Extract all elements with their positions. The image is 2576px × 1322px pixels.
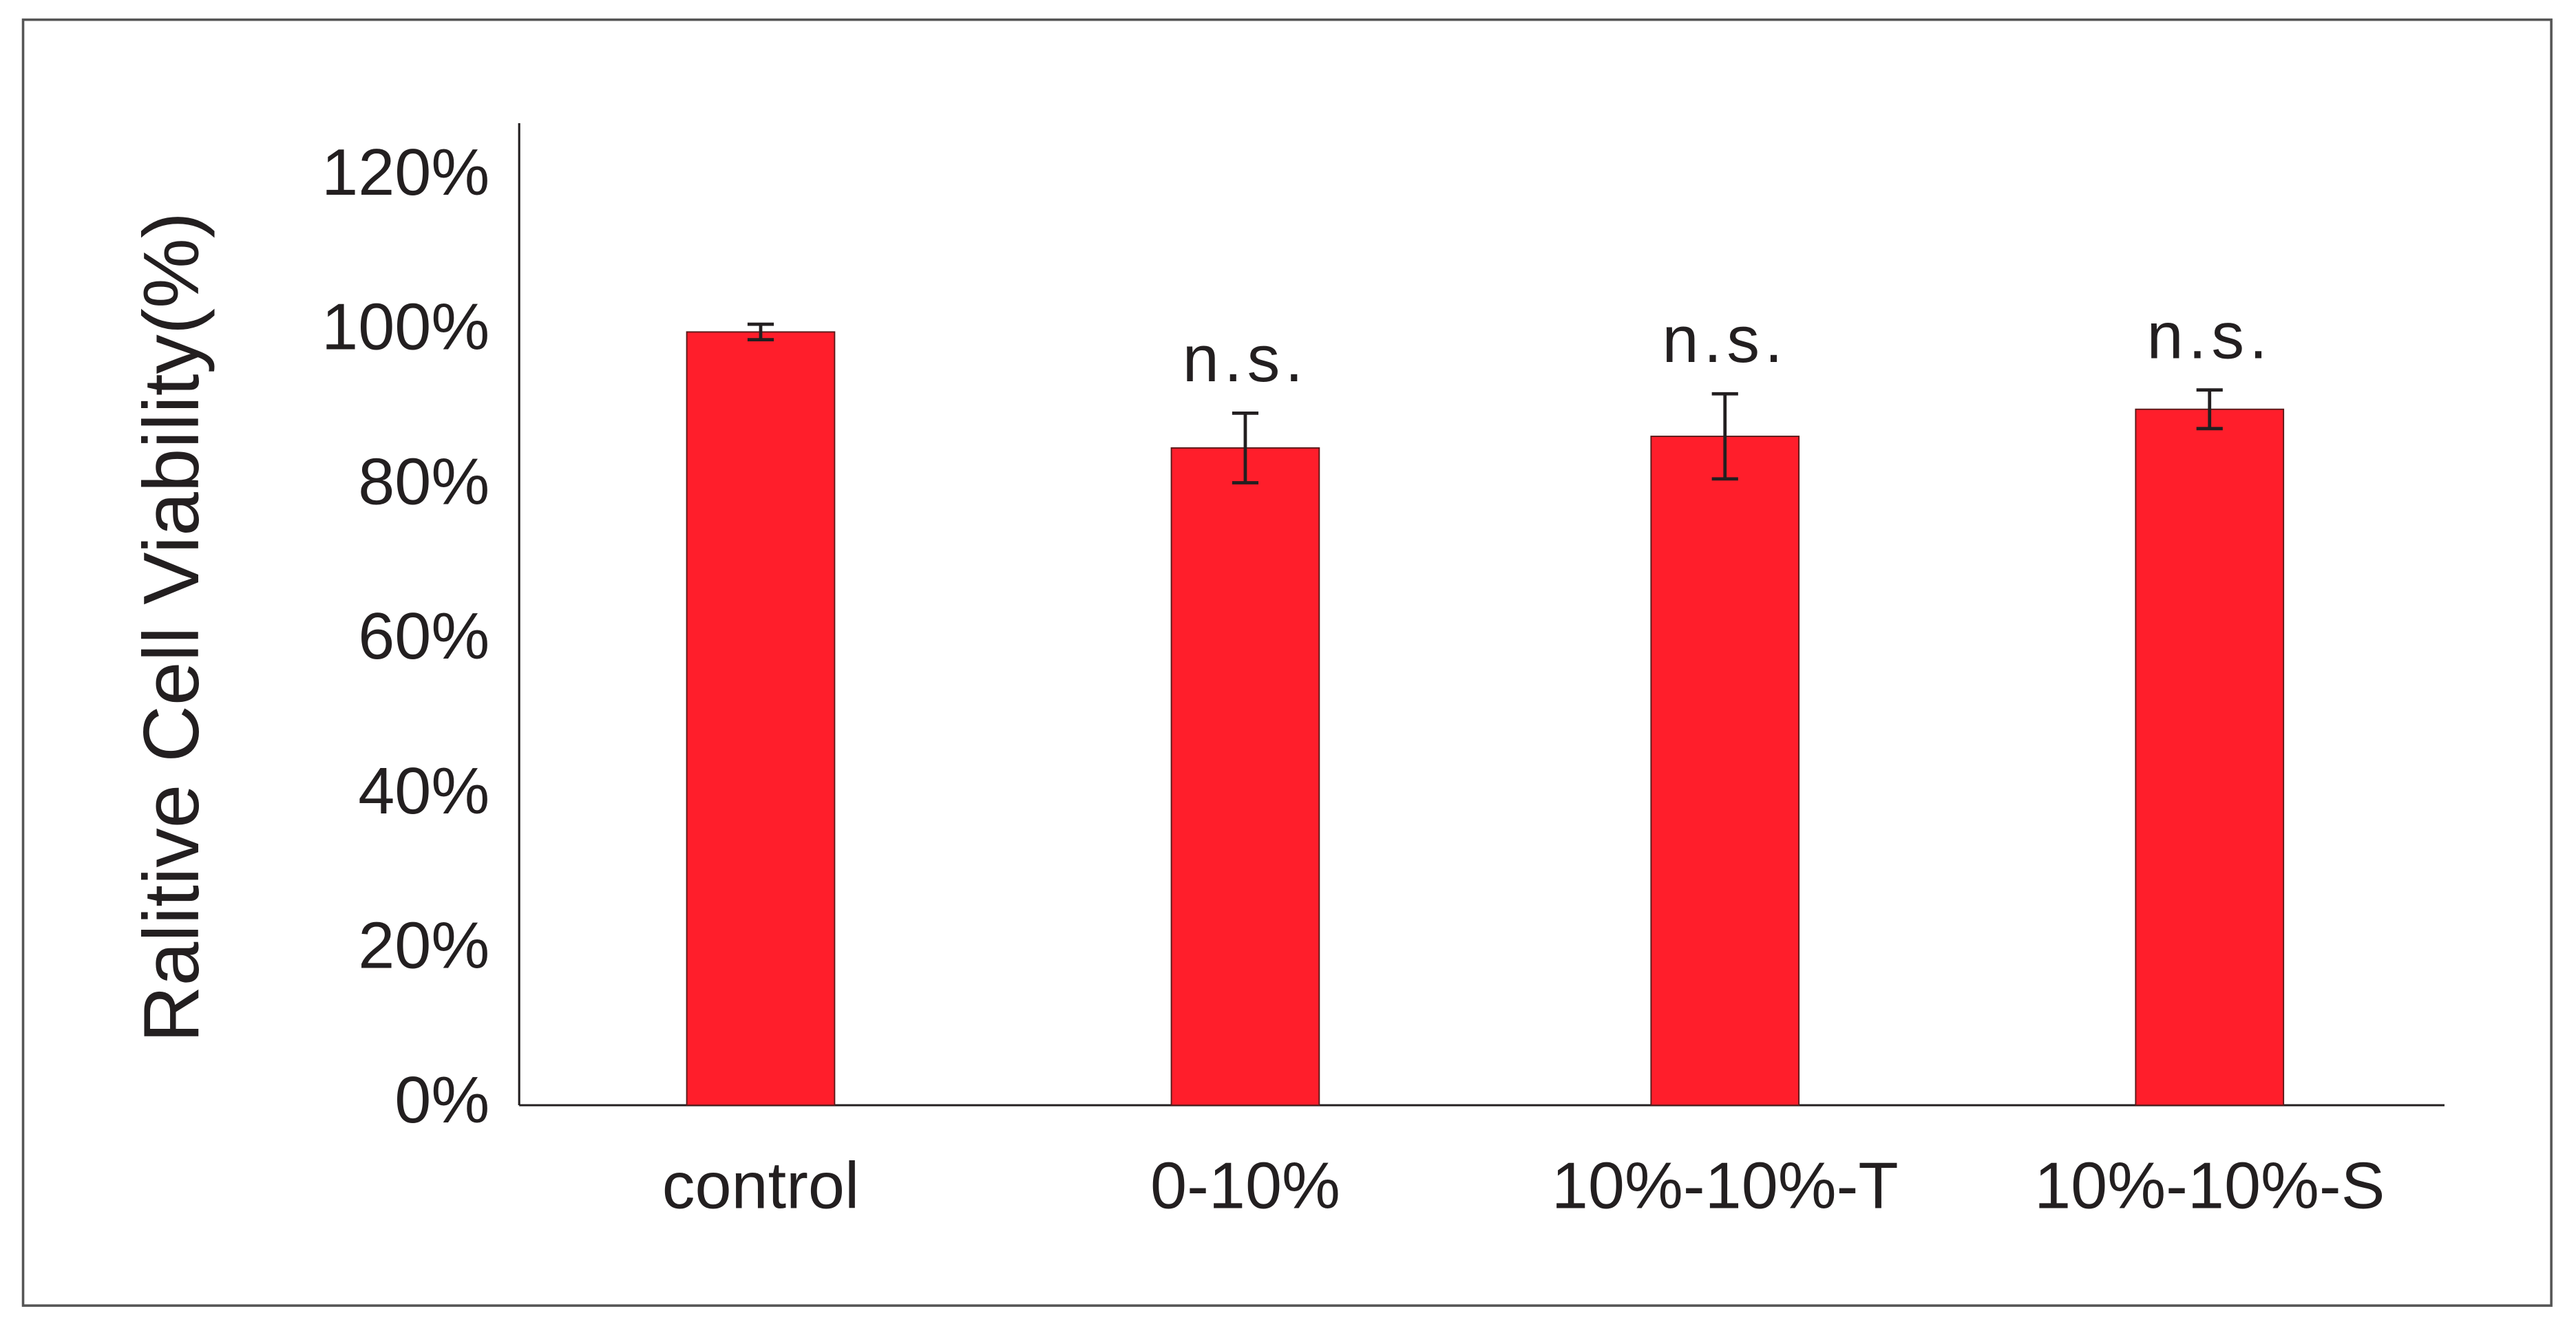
y-tick-label: 0% (394, 1064, 489, 1137)
y-tick-label: 120% (321, 136, 489, 209)
error-bar (1232, 411, 1259, 484)
error-bar (2196, 388, 2223, 431)
x-tick-label: control (662, 1149, 859, 1222)
x-tick-label: 0-10% (1150, 1149, 1340, 1222)
y-tick-label: 80% (358, 445, 489, 518)
y-tick-label: 100% (321, 291, 489, 364)
error-bar (1711, 392, 1738, 481)
bar (1650, 436, 1800, 1106)
bar (1170, 447, 1320, 1106)
annotation: n.s. (2146, 299, 2272, 372)
annotation: n.s. (1662, 303, 1788, 376)
y-tick-label: 60% (358, 600, 489, 673)
x-tick-label: 10%-10%-T (1552, 1149, 1899, 1222)
annotation: n.s. (1183, 323, 1308, 396)
error-bar (747, 322, 774, 341)
bar (2135, 408, 2285, 1106)
y-axis-label: Ralitive Cell Viability(%) (127, 212, 215, 1043)
x-tick-label: 10%-10%-S (2034, 1149, 2385, 1222)
y-tick-label: 40% (358, 755, 489, 828)
bar (686, 331, 836, 1106)
y-tick-label: 20% (358, 909, 489, 982)
